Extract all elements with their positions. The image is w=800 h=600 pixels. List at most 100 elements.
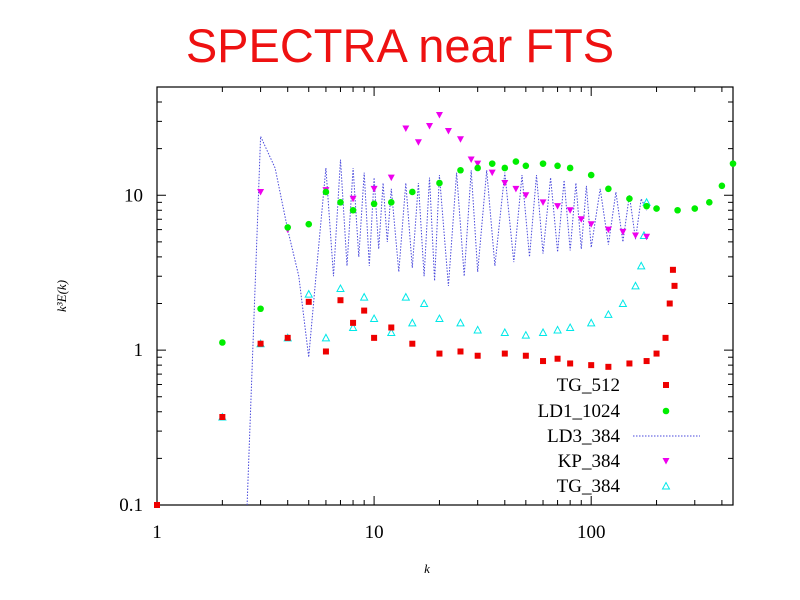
data-point [257, 305, 264, 313]
data-point [554, 355, 561, 362]
data-point [435, 111, 443, 119]
data-point [618, 298, 628, 308]
series-ld3-384 [246, 136, 648, 506]
x-tick-label: 1 [152, 522, 162, 543]
data-point [402, 125, 410, 132]
y-axis-label: k³E(k) [54, 280, 69, 312]
data-point [305, 298, 312, 305]
data-point [586, 318, 596, 327]
data-point [626, 360, 633, 367]
data-point [361, 307, 368, 314]
x-tick-label: 10 [365, 522, 384, 543]
data-point [512, 185, 520, 193]
data-point [284, 224, 292, 231]
data-point [284, 334, 291, 341]
legend-swatch [662, 458, 670, 465]
x-tick-label: 100 [577, 522, 606, 543]
data-point [632, 232, 640, 239]
data-point [456, 318, 465, 327]
data-point [488, 160, 496, 167]
data-point [619, 228, 627, 236]
legend-label: TG_512 [557, 375, 620, 396]
legend-label: LD1_1024 [538, 401, 621, 422]
data-point [257, 340, 264, 347]
data-point [370, 185, 378, 193]
data-point [322, 348, 329, 355]
data-point [718, 182, 726, 190]
data-point [626, 195, 633, 203]
data-point [336, 283, 345, 292]
data-point [337, 297, 344, 304]
y-tick-label: 1 [134, 340, 144, 361]
data-point [386, 327, 396, 336]
data-point [662, 334, 669, 341]
data-point [419, 298, 429, 308]
data-point [349, 206, 357, 214]
data-point [154, 502, 160, 508]
data-point [321, 333, 331, 342]
data-point [554, 162, 561, 170]
data-point [387, 174, 395, 182]
data-point [567, 360, 574, 367]
data-point [588, 362, 595, 369]
data-point [653, 350, 660, 357]
data-point [706, 199, 713, 206]
data-point [369, 313, 379, 323]
data-point [467, 156, 475, 164]
data-point [387, 199, 395, 206]
data-point [474, 164, 481, 172]
data-point [501, 179, 509, 187]
data-point [414, 139, 422, 146]
data-point [577, 216, 585, 223]
y-tick-label: 10 [124, 185, 143, 206]
data-point [456, 136, 464, 143]
data-point [473, 325, 483, 334]
data-point [522, 352, 529, 359]
series-ld1-1024 [219, 158, 737, 346]
data-point [426, 122, 434, 130]
data-point [501, 164, 509, 172]
data-point [457, 348, 464, 355]
data-point [337, 199, 344, 206]
data-point [359, 292, 369, 301]
series-line [246, 136, 648, 506]
data-point [669, 266, 676, 273]
series-layer [154, 111, 737, 508]
data-point [501, 350, 508, 357]
data-point [539, 199, 547, 206]
legend-swatch [662, 407, 670, 415]
data-point [257, 188, 265, 196]
data-point [605, 185, 612, 193]
data-point [409, 188, 416, 196]
data-point [538, 327, 548, 336]
data-point [521, 330, 531, 339]
data-point [553, 325, 562, 334]
series-tg-512 [154, 266, 678, 508]
data-point [407, 318, 417, 327]
data-point [436, 350, 443, 357]
data-point [409, 340, 416, 347]
data-point [349, 195, 357, 203]
plot-frame [156, 86, 734, 506]
data-point [539, 160, 547, 167]
data-point [674, 206, 681, 214]
y-axis-ticks: 0.1 1 10 [119, 86, 733, 516]
data-point [488, 169, 496, 177]
data-point [322, 188, 330, 196]
data-point [512, 158, 520, 165]
data-point [566, 164, 574, 172]
data-point [566, 207, 574, 214]
data-point [370, 200, 378, 208]
legend: TG_512 LD1_1024 LD3_384 KP_384 TG_384 [538, 375, 700, 497]
data-point [474, 352, 481, 359]
data-point [522, 162, 530, 170]
data-point [729, 160, 737, 167]
data-point [474, 160, 482, 168]
data-point [219, 414, 226, 421]
data-point [604, 309, 613, 318]
data-point [371, 334, 378, 341]
legend-label: TG_384 [557, 476, 621, 497]
data-point [631, 281, 640, 290]
data-point [304, 289, 314, 298]
